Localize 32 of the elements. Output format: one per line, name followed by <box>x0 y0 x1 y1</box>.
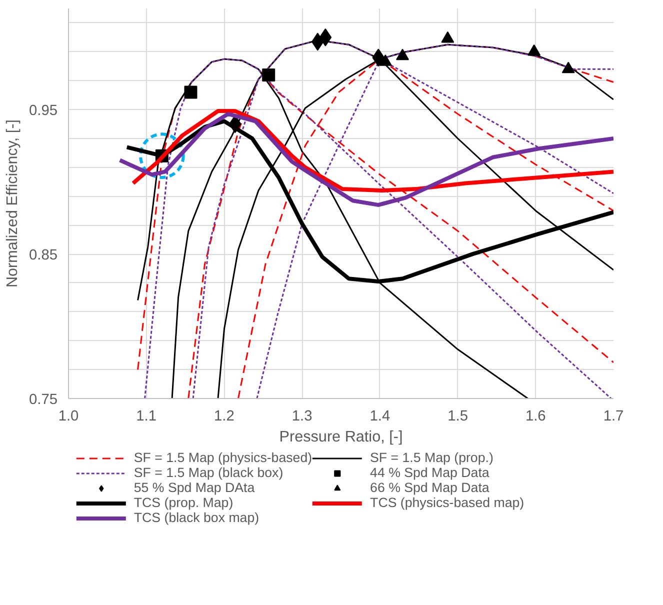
legend-label: SF = 1.5 Map (black box) <box>134 465 284 480</box>
legend-label: TCS (black box map) <box>134 510 260 525</box>
y-tick-label: 0.75 <box>28 392 58 408</box>
x-tick-label: 1.2 <box>214 408 234 424</box>
x-tick-label: 1.5 <box>448 408 468 424</box>
point <box>319 28 332 46</box>
point <box>396 48 410 60</box>
point <box>528 44 541 56</box>
point <box>378 54 392 66</box>
point <box>441 31 454 43</box>
legend-label: 66 % Spd Map Data <box>370 480 490 495</box>
x-tick-label: 1.1 <box>136 408 157 424</box>
x-tick-label: 1.4 <box>370 408 390 424</box>
legend-label: 44 % Spd Map Data <box>370 465 490 480</box>
legend-label: SF = 1.5 Map (physics-based) <box>134 450 312 465</box>
legend-label: 55 % Spd Map DAta <box>134 480 255 495</box>
y-tick-label: 0.85 <box>28 248 58 264</box>
point <box>311 32 324 51</box>
legend-label: TCS (prop. Map) <box>134 495 234 510</box>
y-tick-label: 0.95 <box>28 103 58 120</box>
point <box>262 68 276 82</box>
x-axis-title: Pressure Ratio, [-] <box>279 428 403 446</box>
y-axis-title: Normalized Efficiency, [-] <box>4 119 21 288</box>
point <box>562 62 575 74</box>
legend-label: SF = 1.5 Map (prop.) <box>370 450 494 465</box>
legend-label: TCS (physics-based map) <box>370 495 524 510</box>
x-tick-label: 1.7 <box>603 408 624 424</box>
x-tick-label: 1.6 <box>525 408 546 424</box>
point <box>372 48 385 67</box>
x-tick-label: 1.3 <box>292 408 312 424</box>
point <box>184 86 198 99</box>
x-tick-label: 1.0 <box>58 408 79 424</box>
